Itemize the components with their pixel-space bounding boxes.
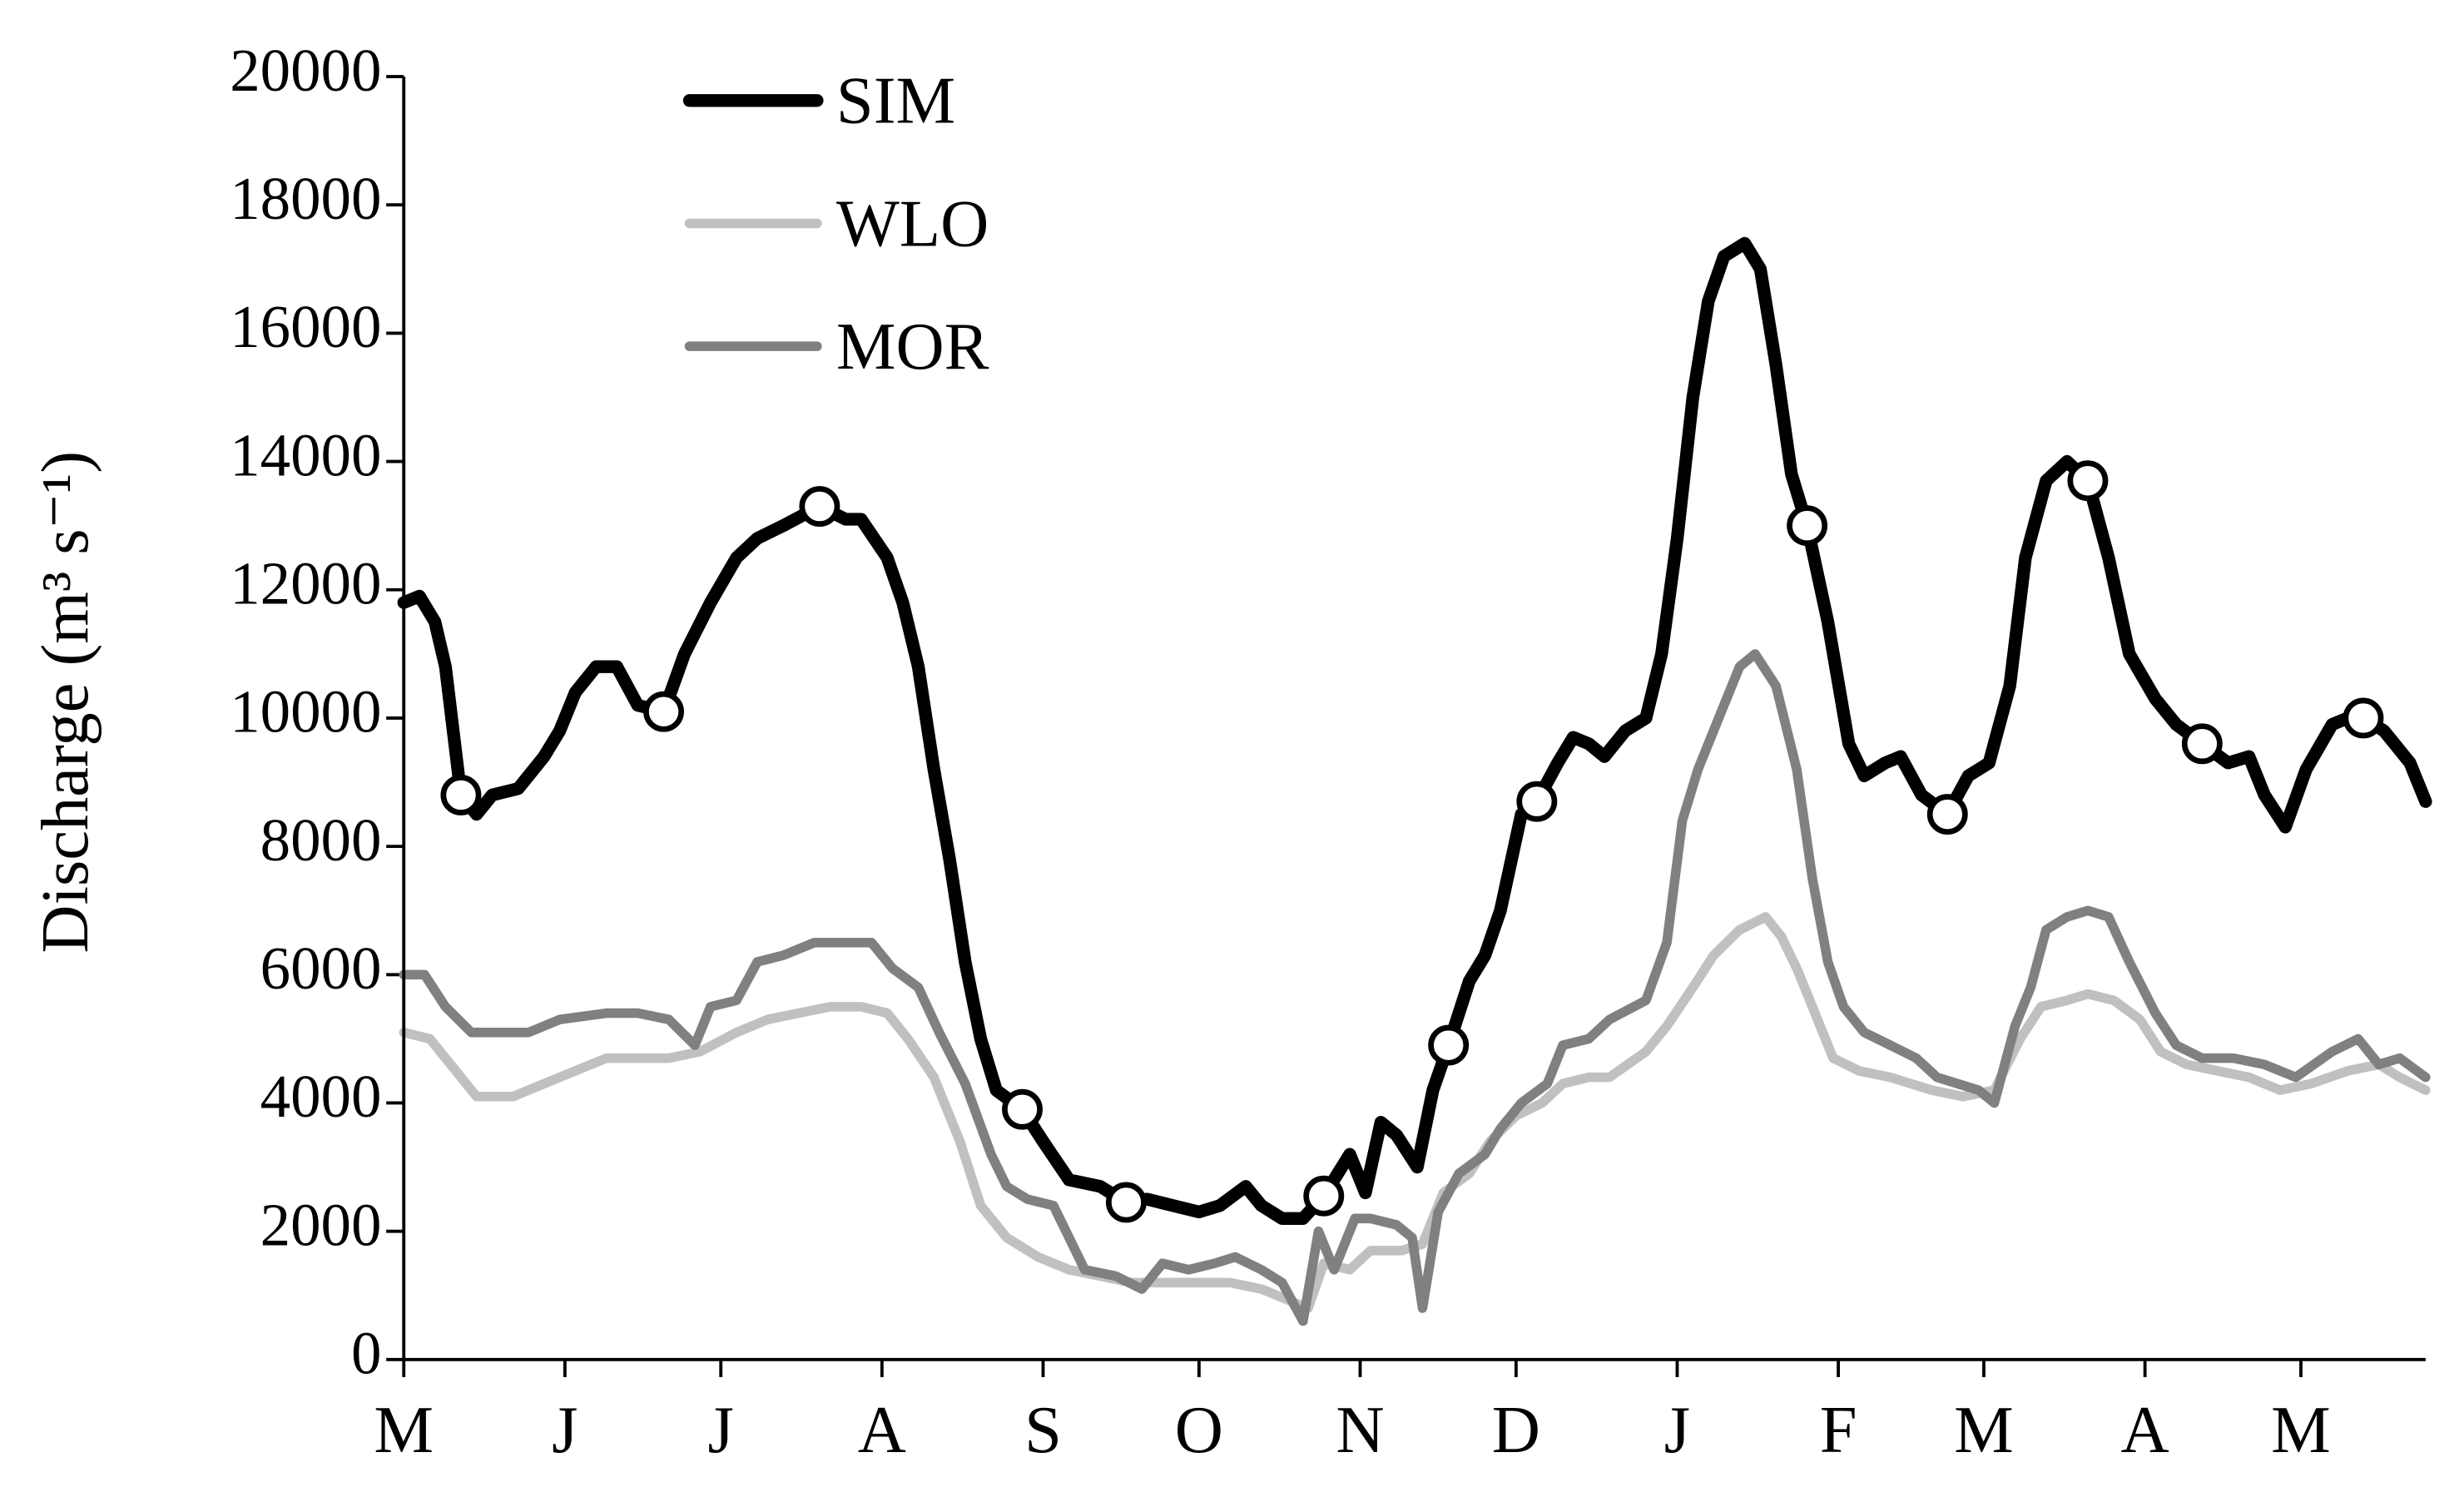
series-line	[399, 649, 2431, 1326]
x-tick-label: J	[552, 1393, 578, 1467]
y-tick-label: 14000	[230, 421, 381, 488]
x-tick-label: F	[1820, 1393, 1857, 1467]
sample-marker	[1303, 1175, 1345, 1217]
sample-marker	[1428, 1024, 1470, 1066]
sample-marker	[2343, 697, 2384, 739]
sample-marker	[1002, 1088, 1043, 1130]
sample-marker	[2181, 723, 2223, 765]
x-tick-label: D	[1492, 1393, 1540, 1467]
y-tick-label: 12000	[230, 549, 381, 617]
y-tick-label: 2000	[260, 1191, 382, 1258]
sample-marker	[1105, 1182, 1147, 1223]
x-tick-label: N	[1336, 1393, 1384, 1467]
sample-marker	[1926, 794, 1968, 835]
x-tick-label: J	[1664, 1393, 1690, 1467]
series-line	[397, 236, 2432, 1225]
x-tick-label: M	[2271, 1393, 2331, 1467]
y-tick-label: 6000	[260, 934, 382, 1002]
y-tick-label: 10000	[230, 678, 381, 746]
x-tick-label: S	[1024, 1393, 1062, 1467]
y-tick-label: 20000	[230, 37, 381, 104]
x-tick-label: J	[708, 1393, 734, 1467]
x-tick-label: M	[1954, 1393, 2014, 1467]
legend-label: MOR	[836, 310, 989, 384]
y-tick-label: 16000	[230, 293, 381, 360]
y-tick-label: 4000	[260, 1063, 382, 1130]
legend-label: WLO	[836, 186, 989, 260]
x-tick-label: A	[2121, 1393, 2169, 1467]
legend-label: SIM	[836, 64, 955, 138]
sample-marker	[2067, 460, 2109, 502]
x-tick-label: M	[374, 1393, 434, 1467]
x-tick-label: O	[1175, 1393, 1223, 1467]
y-axis-label: Discharge (m³ s⁻¹)	[28, 451, 102, 954]
sample-marker	[1787, 505, 1828, 547]
y-tick-label: 8000	[260, 806, 382, 874]
x-tick-label: A	[858, 1393, 906, 1467]
sample-marker	[440, 774, 482, 815]
sample-marker	[799, 486, 840, 527]
sample-marker	[1516, 781, 1558, 822]
sample-marker	[643, 691, 684, 732]
y-tick-label: 0	[351, 1320, 381, 1387]
y-tick-label: 18000	[230, 165, 381, 232]
